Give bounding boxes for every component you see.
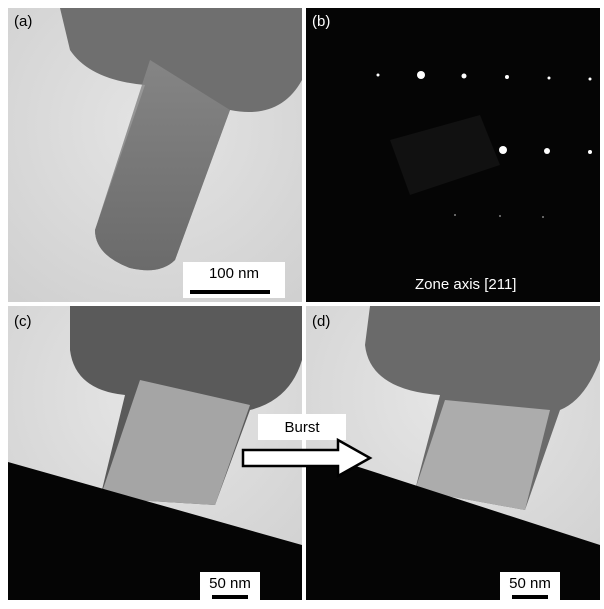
figure: (a) 100 nm (b) Zone axis [211] (c) 50 nm (0, 0, 604, 609)
scale-bar-label: 50 nm (509, 575, 551, 592)
annotation: Zone axis [211] (415, 276, 516, 293)
scale-bar-label: 100 nm (209, 265, 259, 282)
scale-bar (512, 595, 548, 599)
panel-label: (d) (312, 313, 330, 330)
scale-bar-label: 50 nm (209, 575, 251, 592)
arrow-label: Burst (284, 419, 320, 436)
scale-bar (212, 595, 248, 599)
panel-label: (b) (312, 13, 330, 30)
panel-label: (a) (14, 13, 32, 30)
panel-b: (b) Zone axis [211] (306, 8, 600, 302)
scale-bar (190, 290, 270, 294)
panel-a: (a) 100 nm (8, 8, 302, 302)
panel-label: (c) (14, 313, 32, 330)
